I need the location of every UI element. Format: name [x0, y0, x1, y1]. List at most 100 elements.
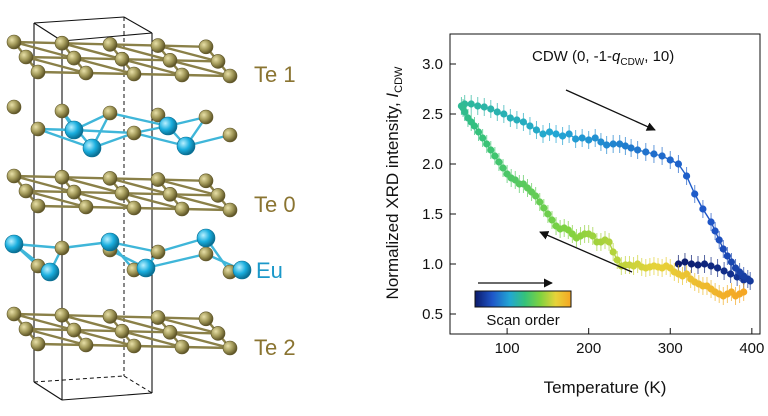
eu-atom	[232, 260, 252, 280]
data-point	[589, 232, 597, 240]
x-tick-label: 400	[739, 340, 764, 357]
eu-atom	[40, 262, 60, 282]
data-point	[699, 205, 707, 213]
data-point	[674, 260, 683, 268]
data-point	[658, 152, 666, 160]
te-atom	[198, 173, 214, 189]
data-point	[479, 134, 487, 142]
eu-atom	[82, 138, 102, 158]
te-atom	[150, 172, 166, 187]
data-point	[731, 264, 740, 272]
te-atom	[174, 339, 190, 355]
data-point	[483, 140, 491, 148]
data-point	[609, 140, 617, 148]
data-point	[487, 105, 495, 113]
data-point	[500, 110, 508, 118]
data-point	[532, 192, 540, 200]
plot-frame	[449, 33, 761, 335]
te-atom	[54, 169, 70, 185]
data-point	[474, 128, 483, 136]
data-point	[681, 258, 689, 266]
te-atom	[66, 50, 82, 66]
data-point	[740, 288, 748, 296]
colorbar	[474, 290, 572, 308]
unit-cell-hidden-edges	[33, 17, 153, 394]
te-atom	[78, 337, 94, 353]
data-point	[565, 130, 573, 138]
data-point	[711, 227, 719, 235]
data-point	[642, 148, 650, 156]
data-point	[674, 160, 683, 168]
label-te2: Te 2	[254, 335, 296, 360]
label-te1: Te 1	[254, 62, 296, 87]
te-atom	[30, 336, 46, 352]
te-atom	[30, 198, 46, 214]
x-tick-label: 300	[658, 340, 683, 357]
te-atom	[54, 240, 70, 256]
y-tick-label: 1.5	[422, 206, 443, 223]
te-atom	[126, 66, 142, 82]
te-atom	[66, 322, 82, 338]
te-atom	[6, 99, 22, 115]
eu-atom	[136, 258, 156, 278]
te-atom	[6, 168, 22, 184]
data-point	[682, 172, 691, 180]
te-atom	[78, 65, 94, 81]
data-point	[552, 130, 560, 138]
data-point	[603, 141, 611, 149]
data-point	[540, 204, 548, 212]
te-atom	[54, 307, 70, 323]
data-point	[719, 245, 727, 253]
data-point	[513, 116, 521, 124]
x-tick-label: 200	[576, 340, 601, 357]
te-atom	[222, 202, 238, 218]
data-point	[578, 134, 586, 142]
data-point	[694, 261, 702, 269]
data-point	[634, 146, 642, 154]
te-atom	[222, 68, 238, 84]
eu-te-layer-lower	[4, 228, 252, 282]
te-atom	[114, 51, 130, 67]
te-atom	[6, 34, 22, 50]
te-atom	[102, 171, 118, 186]
te-atom	[30, 121, 46, 137]
data-point	[597, 138, 605, 146]
te-atom	[198, 39, 214, 55]
te-atom	[18, 321, 34, 337]
data-point	[526, 122, 534, 130]
te-atom	[162, 187, 178, 202]
data-point	[548, 216, 556, 224]
data-point	[713, 264, 722, 272]
data-point	[707, 218, 715, 226]
te-atom	[54, 103, 70, 119]
te-atom	[222, 340, 238, 356]
te-atom	[210, 54, 226, 69]
data-point	[558, 132, 567, 140]
y-tick-label: 2.5	[422, 106, 443, 123]
heating-arrow	[565, 89, 656, 131]
crystal-structure	[4, 16, 252, 401]
y-axis-label: Normalized XRD intensity, ICDW	[383, 66, 405, 299]
data-point	[720, 267, 728, 275]
data-point	[461, 108, 469, 116]
te-atom	[18, 49, 34, 65]
data-point	[585, 136, 593, 144]
data-point	[666, 156, 674, 164]
te-atom	[222, 127, 238, 143]
te-atom	[198, 246, 214, 262]
label-eu: Eu	[256, 258, 283, 283]
x-tick-label: 100	[495, 340, 520, 357]
data-point	[487, 146, 495, 154]
data-point	[545, 128, 554, 136]
te-atom	[210, 188, 226, 203]
te-atom	[6, 306, 22, 322]
te-atom	[174, 201, 190, 217]
data-point	[544, 210, 552, 218]
te-atom	[114, 185, 130, 201]
data-point	[519, 118, 528, 126]
data-point	[621, 142, 629, 150]
te-atom	[102, 105, 118, 121]
y-tick-label: 0.5	[422, 306, 443, 323]
te-atom	[150, 244, 166, 260]
